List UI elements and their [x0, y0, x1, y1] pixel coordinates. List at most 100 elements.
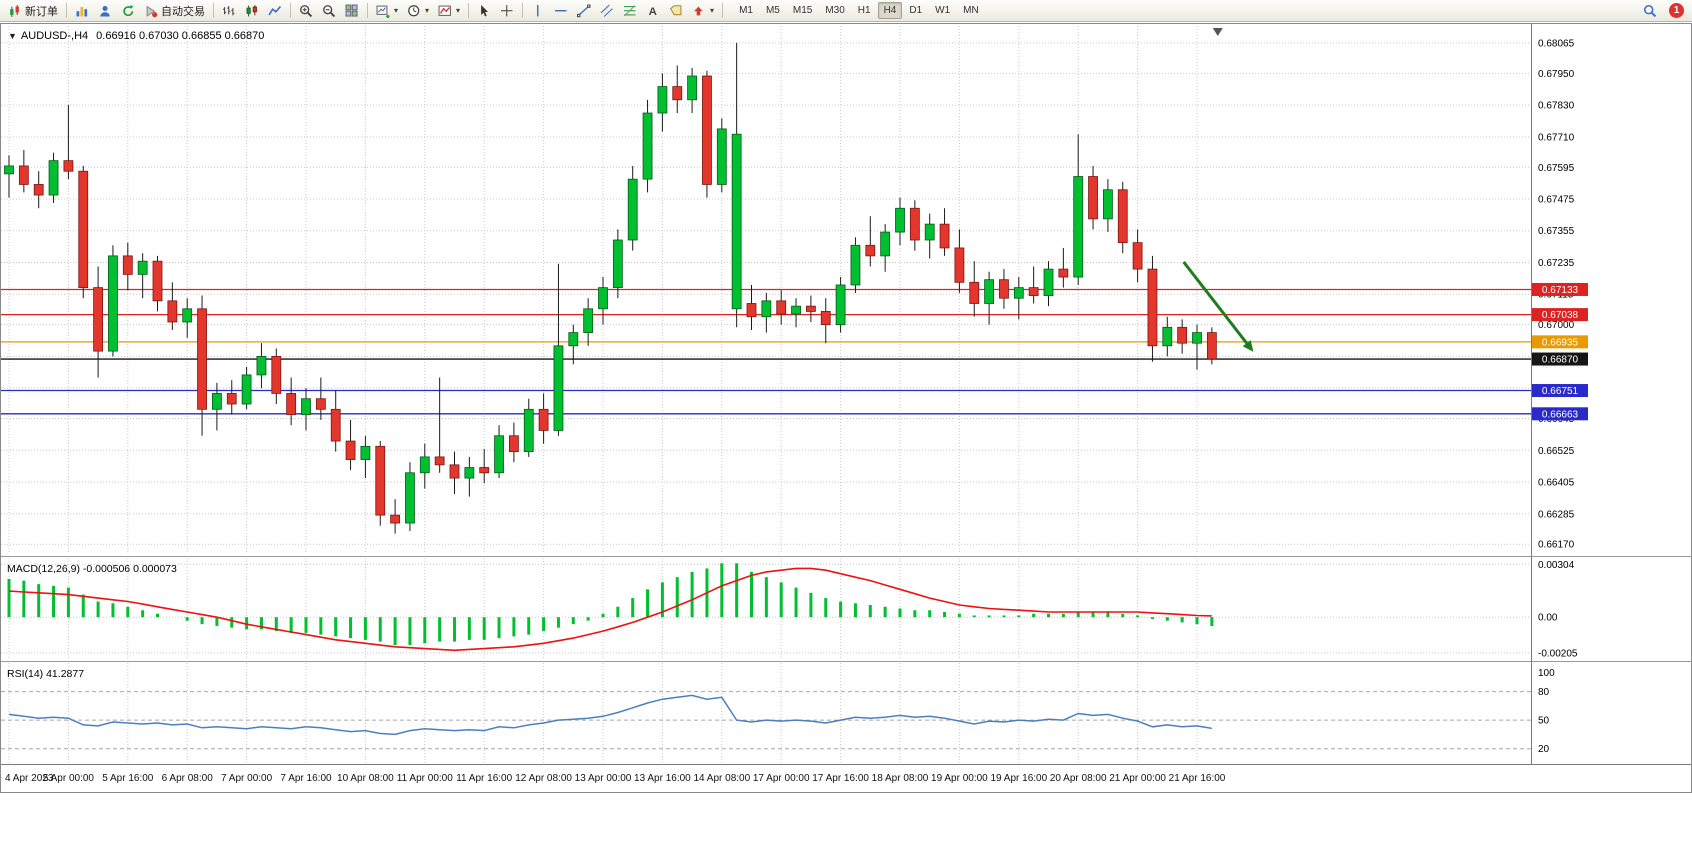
line-chart-button[interactable]: [264, 0, 286, 21]
candle: [687, 75, 697, 101]
chart-collapse-icon[interactable]: ▼: [8, 31, 17, 41]
price-axis-label: 0.67710: [1538, 132, 1575, 143]
candle: [1206, 332, 1217, 360]
candle: [301, 398, 311, 415]
chart-window[interactable]: 0.68065 0.67950 0.67830 0.67710 0.67595 0.674…: [0, 23, 1692, 793]
timeframe-button-w1[interactable]: W1: [935, 5, 951, 16]
channel-button[interactable]: [596, 0, 618, 21]
horizontal-line-button[interactable]: [550, 0, 572, 21]
candle: [226, 393, 237, 405]
candle: [315, 398, 326, 410]
candle: [612, 239, 623, 289]
candle: [523, 408, 534, 453]
autotrade-button[interactable]: 自动交易: [140, 0, 209, 21]
candlestick-chart-button[interactable]: [241, 0, 263, 21]
zoom-in-button[interactable]: [295, 0, 317, 21]
vertical-line-button[interactable]: [527, 0, 549, 21]
candle: [211, 393, 222, 410]
candle: [598, 287, 608, 310]
candle: [390, 514, 401, 524]
toolbar-separator: [66, 3, 67, 18]
timeframe-button-mn[interactable]: MN: [963, 5, 979, 16]
crosshair-button[interactable]: [496, 0, 518, 21]
chart-plot[interactable]: 0.68065 0.67950 0.67830 0.67710 0.67595 0.674…: [1, 24, 1691, 769]
candle: [1028, 287, 1039, 296]
zoom-out-button[interactable]: [318, 0, 340, 21]
shapes-icon: [692, 4, 706, 18]
candle: [583, 308, 594, 333]
price-levels-layer[interactable]: [1, 288, 1531, 415]
chevron-down-icon: ▾: [425, 6, 430, 15]
chevron-down-icon: ▾: [710, 6, 715, 15]
time-axis-label: 11 Apr 16:00: [456, 773, 513, 784]
timeframe-button-h4[interactable]: H4: [877, 2, 903, 19]
price-level-label: 0.67133: [1542, 285, 1579, 296]
bar-chart-button[interactable]: [218, 0, 240, 21]
zoom-in-icon: [299, 4, 313, 18]
trend-arrow-annotation[interactable]: [1182, 261, 1254, 352]
candle: [1043, 268, 1054, 296]
candle: [33, 184, 44, 196]
trendline-button[interactable]: [573, 0, 595, 21]
candle: [405, 472, 415, 524]
time-axis-label: 6 Apr 08:00: [161, 773, 213, 784]
macd-histogram: [7, 563, 1214, 646]
cursor-button[interactable]: [473, 0, 495, 21]
timeframe-button-h1[interactable]: H1: [857, 5, 871, 16]
candle: [330, 408, 341, 442]
candle: [241, 374, 252, 405]
time-axis-label: 7 Apr 00:00: [221, 773, 273, 784]
time-axis-label: 19 Apr 16:00: [990, 773, 1048, 784]
chart-columns-icon: [75, 4, 89, 18]
templates-button[interactable]: ▾: [434, 0, 464, 21]
new-order-button[interactable]: 新订单: [4, 0, 62, 21]
tile-windows-button[interactable]: [341, 0, 363, 21]
macd-axis-label: -0.00205: [1538, 648, 1578, 659]
fibonacci-button[interactable]: [619, 0, 641, 21]
macd-axis-label: 0.00: [1538, 613, 1558, 624]
candle: [939, 223, 950, 249]
channel-icon: [600, 4, 614, 18]
candle: [880, 231, 891, 257]
timeframe-group: M1 M5 M15 M30 H1 H4 D1 W1 MN: [733, 2, 985, 19]
label-button[interactable]: [665, 0, 687, 21]
chart-shift-marker-icon[interactable]: [1212, 28, 1223, 36]
time-axis-label: 14 Apr 08:00: [693, 773, 751, 784]
timeframe-button-m30[interactable]: M30: [825, 5, 845, 16]
search-button[interactable]: [1639, 0, 1661, 21]
timeframe-button-m1[interactable]: M1: [739, 5, 753, 16]
market-watch-button[interactable]: [71, 0, 93, 21]
new-chart-button[interactable]: ▾: [372, 0, 402, 21]
timeframe-button-m15[interactable]: M15: [792, 5, 813, 16]
time-axis-label: 13 Apr 16:00: [634, 773, 691, 784]
price-axis-label: 0.66170: [1538, 540, 1575, 551]
price-level-label: 0.66663: [1542, 409, 1579, 420]
candle: [865, 244, 876, 257]
template-icon: [438, 4, 452, 18]
timeframe-button-d1[interactable]: D1: [909, 5, 923, 16]
price-axis-label: 0.67475: [1538, 195, 1575, 206]
profiles-button[interactable]: [94, 0, 116, 21]
text-button[interactable]: A: [642, 0, 664, 21]
candle: [627, 178, 638, 241]
price-axis-label: 0.67595: [1538, 163, 1575, 174]
new-order-icon: [8, 4, 22, 18]
candle: [702, 75, 712, 185]
rsi-axis-label: 50: [1538, 716, 1550, 727]
refresh-button[interactable]: [117, 0, 139, 21]
candle: [1073, 176, 1084, 278]
rsi-indicator-label: RSI(14) 41.2877: [7, 668, 85, 680]
candle: [791, 305, 801, 315]
periods-button[interactable]: ▾: [403, 0, 433, 21]
price-axis-label: 0.66285: [1538, 509, 1575, 520]
notification-badge[interactable]: 1: [1669, 3, 1684, 18]
price-axis-label: 0.66525: [1538, 446, 1575, 457]
timeframe-button-m5[interactable]: M5: [765, 5, 780, 16]
candle: [182, 308, 193, 323]
candle: [479, 467, 490, 474]
candle: [345, 440, 356, 460]
candle: [538, 408, 549, 431]
arrows-button[interactable]: ▾: [688, 0, 718, 21]
price-axis-label: 0.66405: [1538, 478, 1575, 489]
